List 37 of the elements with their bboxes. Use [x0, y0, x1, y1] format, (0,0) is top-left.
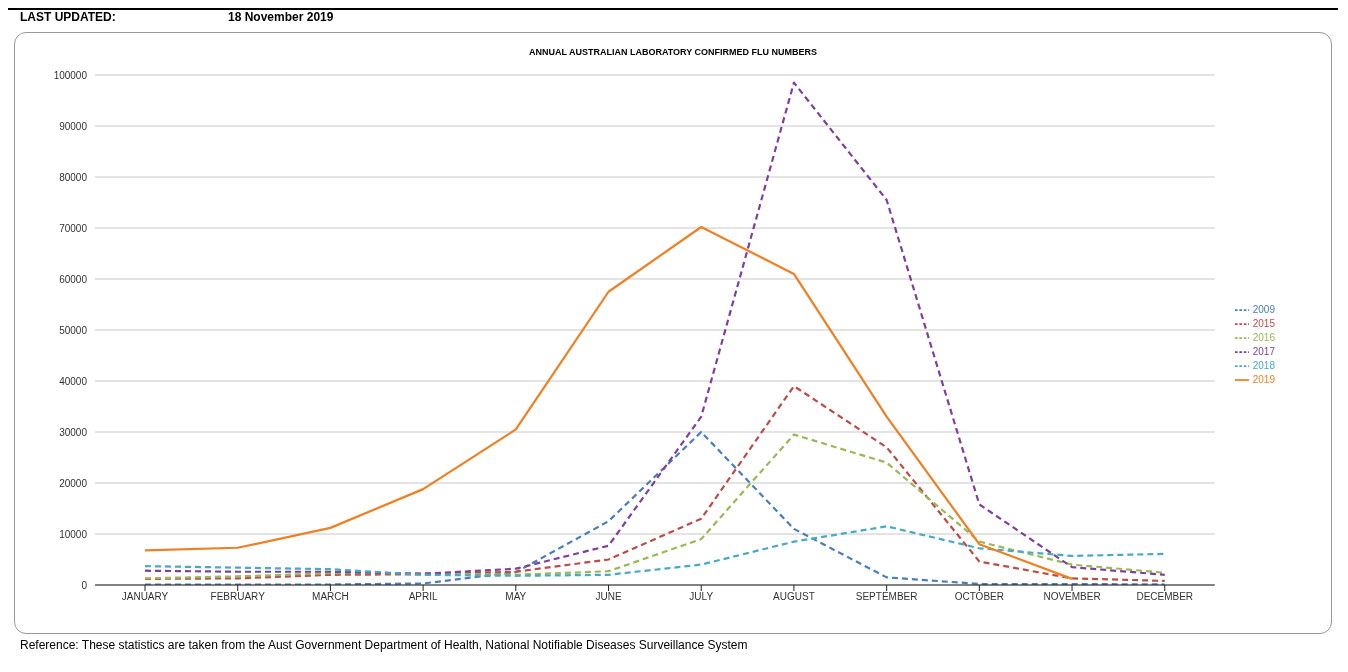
legend-label: 2016 [1252, 331, 1275, 343]
x-tick-label: NOVEMBER [1043, 591, 1101, 603]
y-tick-label: 30000 [59, 426, 88, 438]
legend-label: 2009 [1252, 303, 1275, 315]
y-tick-label: 40000 [59, 375, 88, 387]
line-series [143, 81, 1166, 576]
y-tick-label: 60000 [59, 273, 88, 285]
x-tick-label: DECEMBER [1136, 591, 1194, 603]
x-tick-label: AUGUST [773, 591, 815, 603]
text: 18 November 2019 [228, 10, 334, 26]
x-tick-label: SEPTEMBER [855, 591, 918, 603]
text: LAST UPDATED: [20, 10, 117, 26]
legend-label: 2015 [1252, 317, 1275, 329]
text: Reference: These statistics are taken from the Aust Government Department of Health, National Notifiable Diseases Surveillance System [20, 638, 748, 652]
y-tick-label: 100000 [53, 69, 88, 81]
legend-label: 2018 [1252, 359, 1275, 371]
x-tick-label: MAY [505, 591, 527, 603]
y-tick-label: 0 [81, 579, 88, 591]
x-tick-label: APRIL [408, 591, 438, 603]
line-series [143, 385, 1166, 583]
legend-label: 2017 [1252, 345, 1275, 357]
y-tick-label: 10000 [59, 528, 88, 540]
x-tick-label: JANUARY [121, 591, 169, 603]
x-tick-label: MARCH [312, 591, 349, 603]
legend-label: 2019 [1252, 373, 1275, 385]
y-tick-label: 80000 [59, 171, 88, 183]
x-tick-label: FEBRUARY [210, 591, 266, 603]
line-series [143, 225, 1074, 580]
y-tick-label: 90000 [59, 120, 88, 132]
line-series [143, 525, 1166, 577]
y-tick-label: 70000 [59, 222, 88, 234]
chart-title: ANNUAL AUSTRALIAN LABORATORY CONFIRMED FLU NUMBERS [527, 47, 819, 57]
x-tick-label: JUNE [595, 591, 622, 603]
y-tick-label: 20000 [59, 477, 88, 489]
x-tick-label: OCTOBER [954, 591, 1004, 603]
y-tick-label: 50000 [59, 324, 88, 336]
x-tick-label: JULY [689, 591, 714, 603]
